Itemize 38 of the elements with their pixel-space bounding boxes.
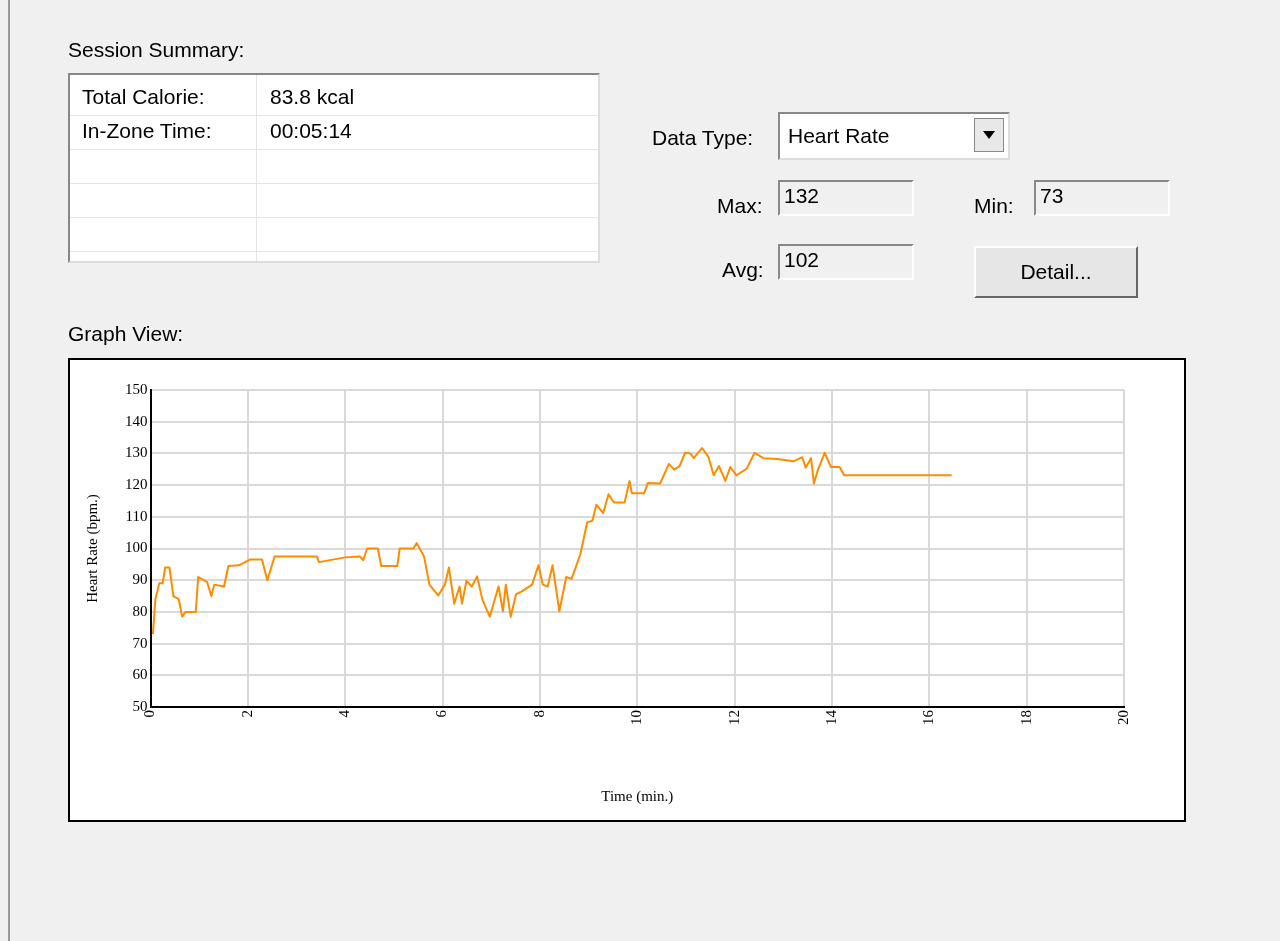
x-tick-label: 18: [1017, 710, 1034, 725]
x-tick-label: 6: [433, 709, 450, 718]
y-tick-label: 60: [132, 666, 148, 683]
x-tick-label: 12: [725, 710, 742, 725]
y-tick-label: 150: [125, 380, 148, 397]
x-axis-title: Time (min.): [601, 787, 674, 805]
text: Total Calorie:: [82, 85, 205, 109]
text: Max:: [717, 194, 763, 218]
y-tick-label: 110: [125, 507, 148, 524]
x-tick-label: 0: [141, 710, 158, 718]
text: Min:: [974, 194, 1014, 218]
y-tick-label: 80: [132, 602, 148, 619]
x-tick-label: 14: [822, 709, 839, 725]
y-tick-label: 90: [132, 571, 148, 588]
text: 102: [778, 244, 914, 280]
y-tick-label: 120: [125, 476, 148, 493]
text: Data Type:: [652, 126, 754, 150]
text: 132: [778, 180, 914, 216]
y-tick-label: 100: [125, 539, 148, 556]
text: Detail...: [974, 246, 1138, 298]
x-tick-label: 20: [1114, 710, 1131, 725]
chart-title: Graph View:: [68, 322, 184, 346]
x-tick-label: 10: [628, 710, 645, 725]
text: Heart Rate: [778, 112, 1010, 160]
text: Avg:: [722, 258, 764, 282]
y-tick-label: 70: [132, 634, 148, 651]
y-tick-label: 130: [125, 444, 148, 461]
text: In-Zone Time:: [82, 119, 212, 143]
text: 00:05:14: [270, 119, 352, 143]
text: 83.8 kcal: [270, 85, 355, 109]
y-tick-label: 140: [125, 412, 148, 429]
text: Session Summary:: [68, 38, 245, 62]
x-tick-label: 8: [530, 710, 547, 718]
text: 73: [1034, 180, 1170, 216]
x-tick-label: 16: [920, 709, 937, 725]
y-axis-title: Heart Rate (bpm.): [83, 494, 101, 603]
x-tick-label: 4: [336, 709, 353, 718]
x-tick-label: 2: [238, 710, 255, 718]
